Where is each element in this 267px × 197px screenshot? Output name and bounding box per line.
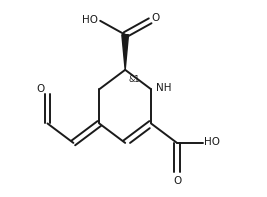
Text: HO: HO (204, 137, 220, 147)
Text: NH: NH (156, 83, 171, 93)
Text: HO: HO (82, 15, 98, 24)
Text: O: O (37, 84, 45, 94)
Polygon shape (122, 35, 128, 70)
Text: O: O (173, 176, 182, 186)
Text: &1: &1 (128, 75, 140, 84)
Text: O: O (151, 13, 160, 23)
